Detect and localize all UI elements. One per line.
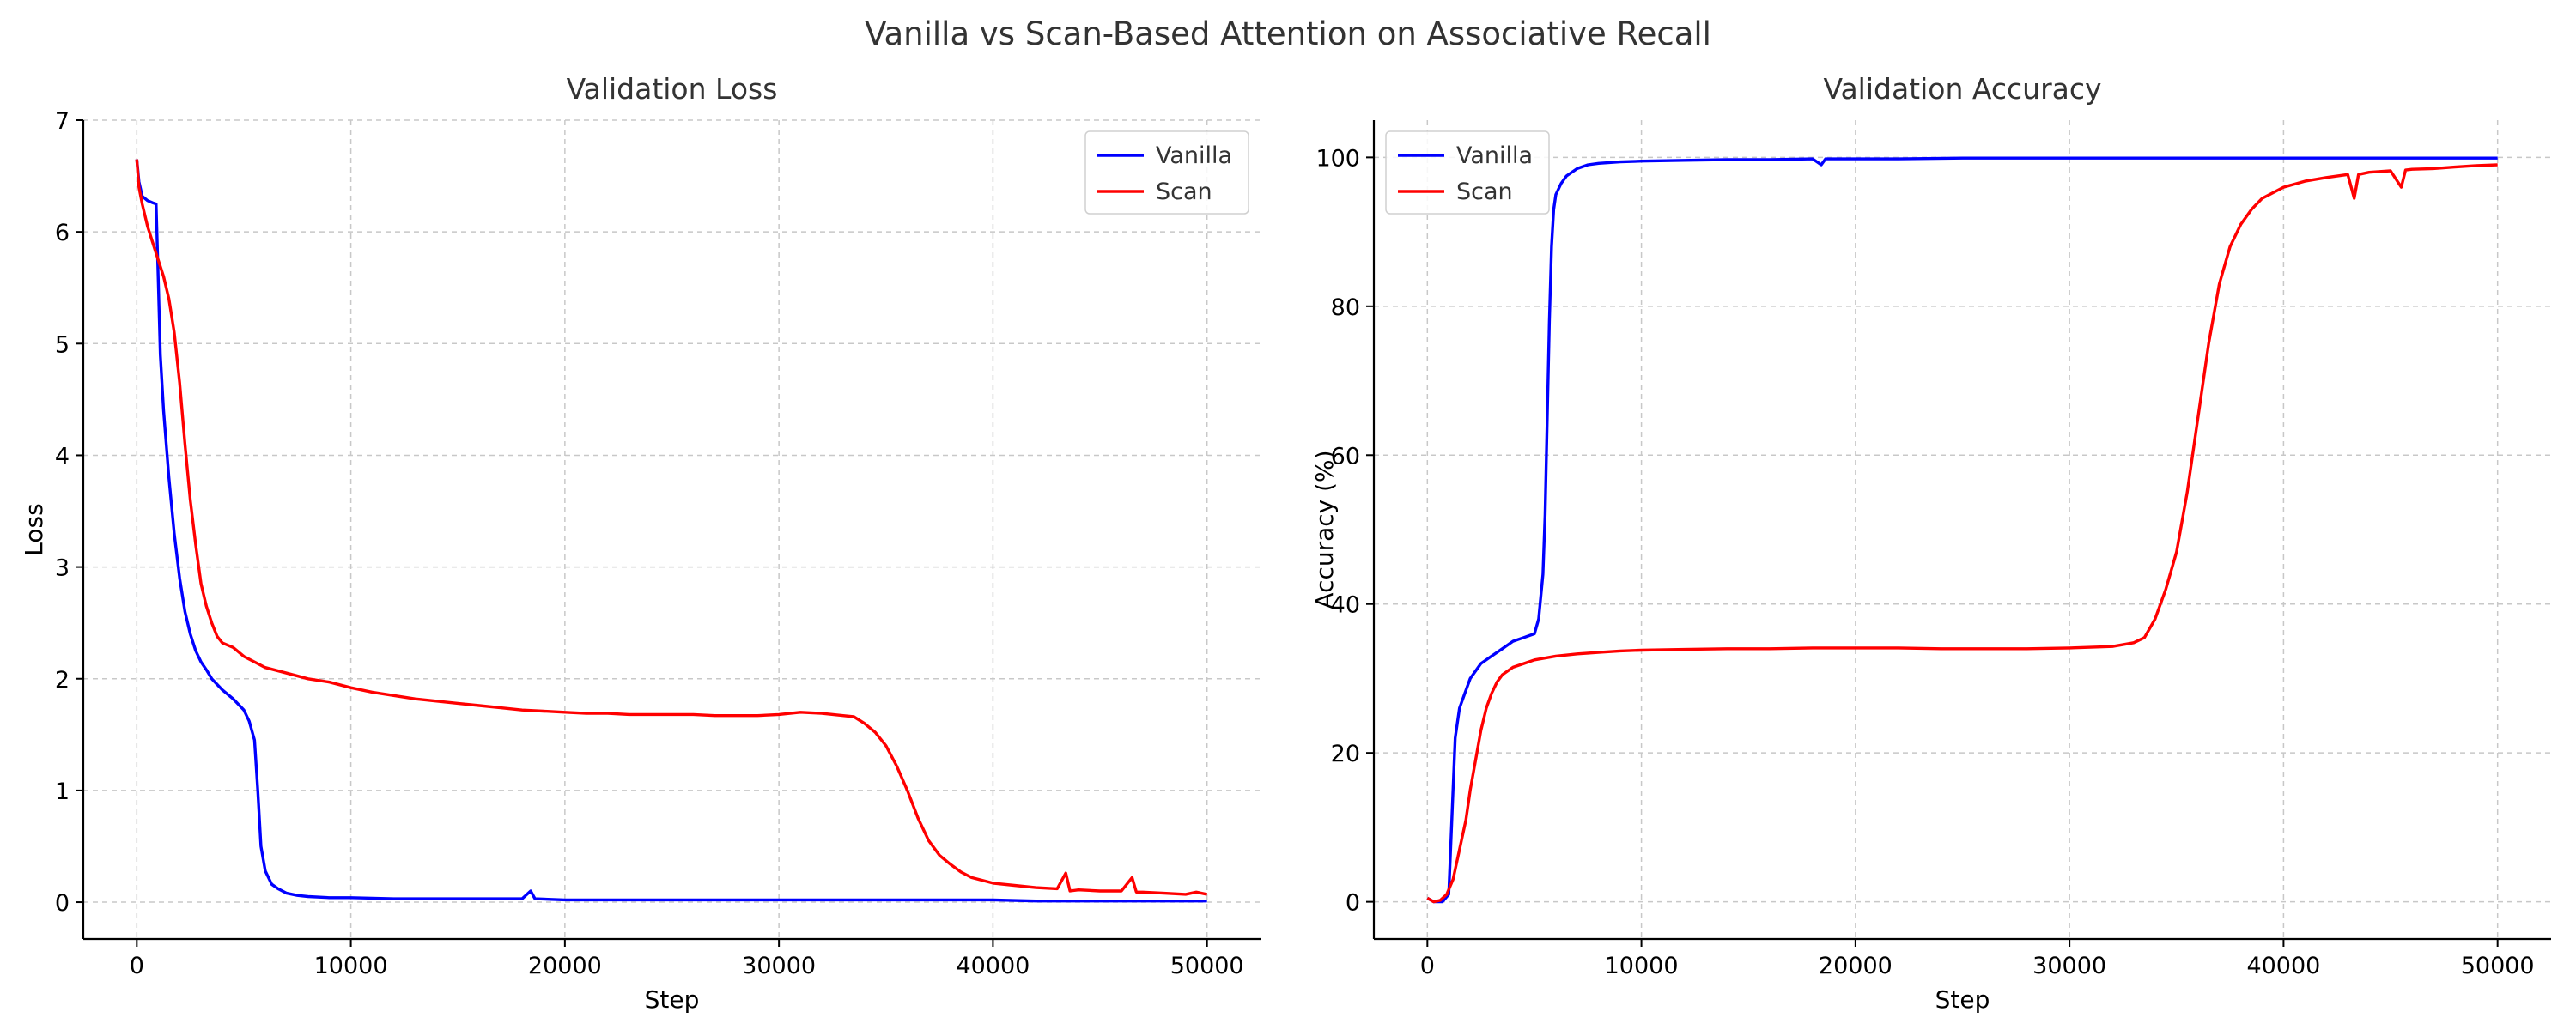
y-tick-label: 60	[1331, 443, 1360, 470]
x-axis-label: Step	[1935, 985, 1990, 1014]
x-tick-label: 40000	[956, 953, 1030, 979]
series-line-scan	[1426, 163, 2498, 904]
legend: Vanilla Scan	[1084, 130, 1249, 215]
x-tick-label: 10000	[314, 953, 388, 979]
accuracy-chart-title: Validation Accuracy	[1823, 72, 2101, 106]
y-tick-label: 0	[1346, 890, 1360, 917]
x-tick-label: 40000	[2246, 953, 2320, 979]
series-line-vanilla	[1426, 156, 2498, 904]
loss-chart-title: Validation Loss	[567, 72, 778, 106]
y-axis-label: Loss	[20, 503, 48, 555]
y-tick-label: 6	[55, 220, 70, 246]
legend-label-vanilla: Vanilla	[1456, 142, 1533, 169]
y-tick-label: 100	[1315, 145, 1360, 172]
x-tick-label: 20000	[1819, 953, 1893, 979]
x-tick-label: 20000	[528, 953, 602, 979]
legend-box	[1084, 130, 1249, 215]
series-line-vanilla	[135, 159, 1207, 903]
x-tick-label: 0	[1420, 953, 1435, 979]
y-axis-label: Accuracy (%)	[1310, 450, 1339, 609]
legend-label-scan: Scan	[1456, 179, 1513, 205]
x-tick-label: 30000	[742, 953, 816, 979]
y-tick-label: 20	[1331, 741, 1360, 767]
y-tick-label: 4	[55, 443, 70, 470]
y-tick-label: 3	[55, 555, 70, 582]
legend-label-scan: Scan	[1156, 179, 1212, 205]
x-tick-label: 0	[130, 953, 144, 979]
legend: Vanilla Scan	[1385, 130, 1550, 215]
x-tick-label: 50000	[1170, 953, 1244, 979]
y-tick-label: 7	[55, 108, 70, 135]
legend-box	[1385, 130, 1550, 215]
x-tick-label: 10000	[1605, 953, 1679, 979]
x-tick-label: 50000	[2461, 953, 2535, 979]
y-tick-label: 2	[55, 667, 70, 694]
accuracy-chart-panel: 0 10000 20000 30000 40000 50000 0 20 40 60 80 100 Va…	[1310, 72, 2551, 1014]
y-tick-label: 80	[1331, 294, 1360, 321]
y-tick-label: 1	[55, 779, 70, 805]
y-tick-label: 0	[55, 890, 70, 917]
legend-label-vanilla: Vanilla	[1156, 142, 1232, 169]
x-tick-label: 30000	[2032, 953, 2106, 979]
y-tick-label: 40	[1331, 592, 1360, 619]
loss-chart-panel: 0 10000 20000 30000 40000 50000 0 1 2 3 4 5 6 7 Valida…	[20, 72, 1261, 1014]
x-axis-label: Step	[645, 985, 700, 1014]
y-tick-label: 5	[55, 331, 70, 358]
series-line-scan	[135, 159, 1208, 896]
figure-suptitle: Vanilla vs Scan-Based Attention on Assoc…	[865, 15, 1711, 52]
